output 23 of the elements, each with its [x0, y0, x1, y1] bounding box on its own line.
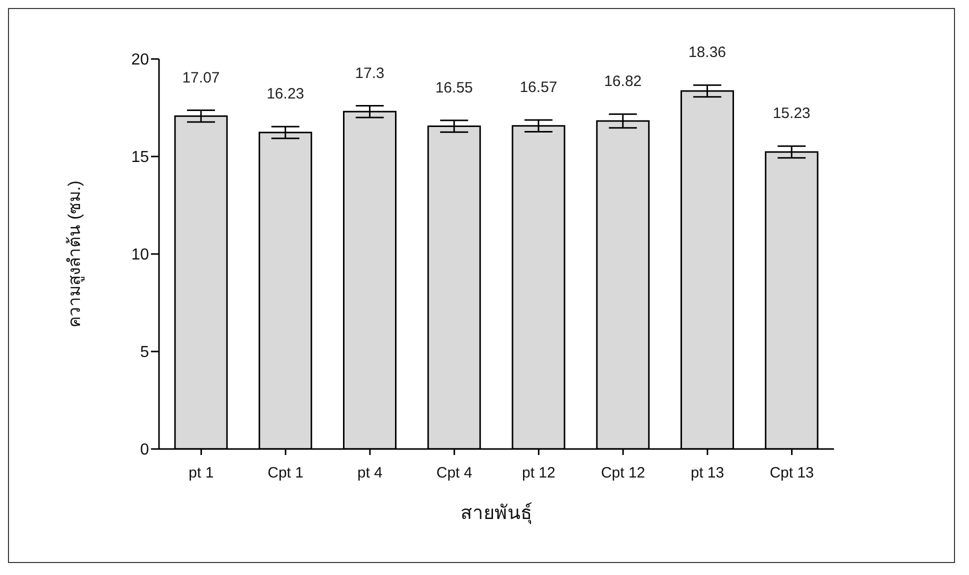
data-label: 17.07 [182, 69, 220, 86]
data-label: 17.3 [355, 64, 384, 82]
data-label: 15.23 [772, 105, 810, 122]
y-tick-label: 10 [131, 246, 150, 264]
x-tick-label: Cpt 4 [436, 464, 472, 482]
y-tick-label: 5 [140, 344, 150, 362]
y-tick-label: 15 [131, 149, 150, 166]
y-tick-label: 20 [131, 52, 150, 69]
x-tick-label: pt 13 [690, 464, 724, 482]
y-axis-title: ความสูงลำต้น (ซม.) [65, 180, 86, 328]
data-label: 16.23 [266, 86, 304, 103]
x-tick-label: pt 12 [522, 464, 556, 482]
x-tick-label: pt 4 [357, 464, 382, 482]
x-tick-label: Cpt 13 [770, 464, 814, 482]
x-axis-title: สายพันธุ์ [460, 502, 532, 525]
data-label: 16.82 [604, 73, 642, 90]
y-tick-label: 0 [140, 442, 150, 459]
data-label: 16.57 [520, 79, 558, 96]
x-tick-label: pt 1 [188, 464, 214, 482]
x-tick-label: Cpt 1 [268, 464, 304, 482]
x-tick-label: Cpt 12 [600, 464, 646, 482]
data-label: 16.55 [435, 79, 473, 96]
data-label: 18.36 [688, 44, 726, 62]
